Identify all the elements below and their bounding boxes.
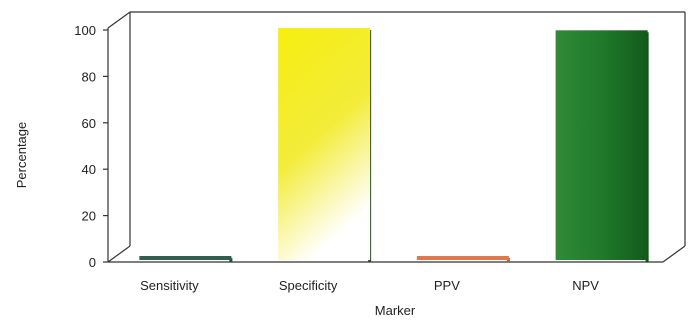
x-tick-label: Sensitivity [140, 278, 199, 293]
plot-frame [107, 11, 686, 263]
x-tick-label: Specificity [279, 278, 338, 293]
y-tick-label: 60 [82, 116, 96, 131]
bar-sensitivity [139, 256, 232, 260]
bar-ppv [416, 256, 509, 260]
x-axis-labels: Sensitivity Specificity PPV NPV [140, 278, 599, 293]
y-axis-title: Percentage [14, 122, 29, 189]
bar-specificity [278, 28, 371, 260]
y-tick-label: 0 [89, 255, 96, 270]
y-tick-label: 100 [74, 23, 96, 38]
x-tick-label: PPV [434, 278, 460, 293]
y-tick-label: 40 [82, 162, 96, 177]
y-tick-label: 80 [82, 69, 96, 84]
x-tick-label: NPV [572, 278, 599, 293]
floor-right-edge [662, 245, 686, 263]
bar-npv [555, 30, 648, 260]
bar-series [139, 28, 649, 262]
floor-left-edge [107, 245, 131, 263]
y-axis-ticks: 0 20 40 60 80 100 [74, 23, 108, 270]
x-axis-title: Marker [375, 303, 416, 318]
side-top-edge [107, 11, 131, 29]
y-tick-label: 20 [82, 209, 96, 224]
